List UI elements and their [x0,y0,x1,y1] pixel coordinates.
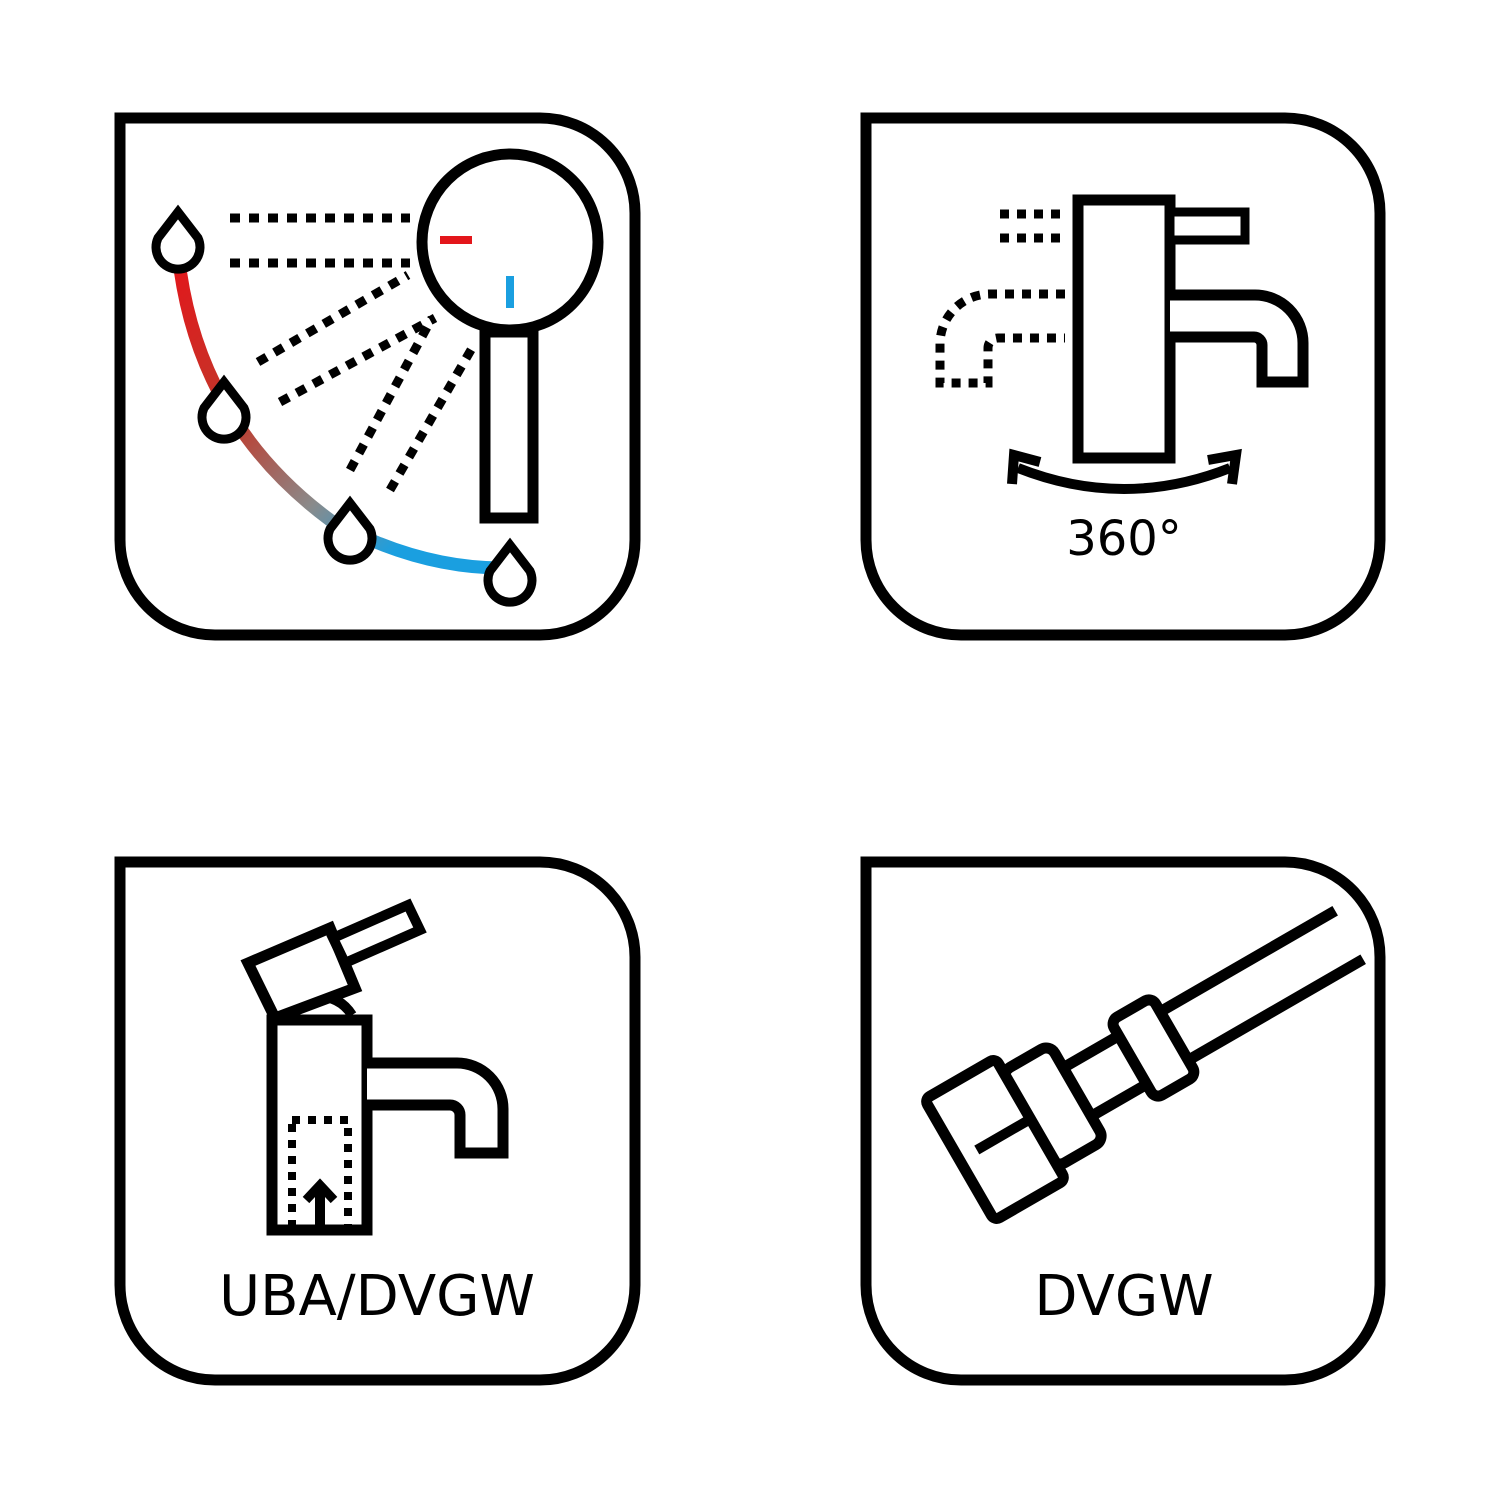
mixer-lever [479,326,539,524]
dotted-rays [230,213,479,493]
pop-up-waste-faucet-icon [240,898,509,1236]
tile-pop-up-waste: UBA/DVGW [114,856,641,1386]
pop-up-waste-label: UBA/DVGW [219,1264,535,1329]
hose-connection-label: DVGW [1034,1264,1213,1329]
tile-frame [114,112,641,641]
tile-frame [860,112,1386,641]
swivel-360-icon [935,194,1309,494]
swivel-label: 360° [1066,511,1182,567]
temperature-arc [171,245,517,575]
water-drops [151,204,537,607]
tile-temperature-control [114,112,641,641]
tile-frame [114,856,641,1386]
tile-swivel-spout: 360° [860,112,1386,641]
temperature-mixing-icon [151,148,604,607]
tile-hose-connection: DVGW [860,856,1386,1386]
hose-connector-icon [921,905,1366,1224]
tile-frame [860,856,1386,1386]
